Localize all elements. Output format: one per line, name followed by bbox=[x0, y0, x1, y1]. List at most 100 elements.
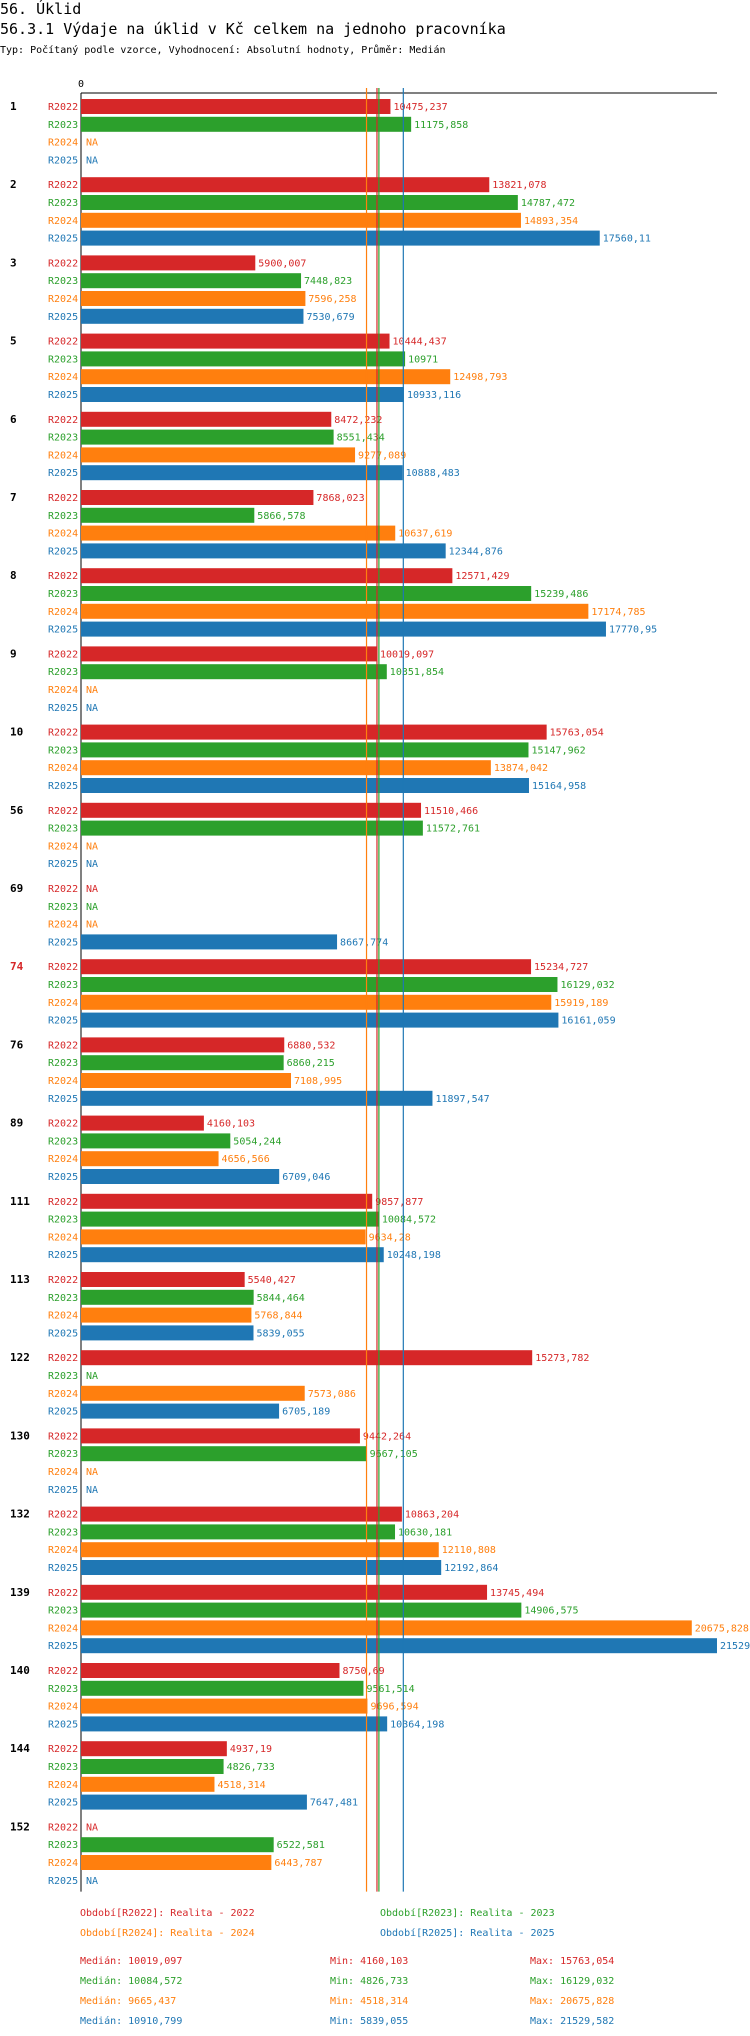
bar-3-R2023 bbox=[81, 273, 302, 289]
value-label-8-R2024: 17174,785 bbox=[591, 607, 645, 618]
value-label-2-R2024: 14893,354 bbox=[524, 216, 578, 227]
bar-7-R2022 bbox=[81, 490, 314, 505]
stat-median-r2024: Medián: 9665,437 bbox=[80, 1996, 177, 2007]
series-label-130-R2024: R2024 bbox=[48, 1467, 78, 1478]
group-label-7: 7 bbox=[10, 491, 17, 504]
value-label-76-R2023: 6860,215 bbox=[287, 1058, 335, 1069]
group-label-10: 10 bbox=[10, 726, 23, 739]
value-label-140-R2025: 10364,198 bbox=[390, 1719, 444, 1730]
series-label-1-R2023: R2023 bbox=[48, 120, 78, 131]
bar-76-R2022 bbox=[81, 1037, 285, 1053]
value-label-74-R2024: 15919,189 bbox=[554, 998, 608, 1009]
stat-max-r2025: Max: 21529,582 bbox=[530, 2016, 615, 2027]
bar-76-R2025 bbox=[81, 1090, 433, 1106]
stat-min-r2024: Min: 4518,314 bbox=[330, 1996, 409, 2007]
value-label-140-R2024: 9696,594 bbox=[370, 1702, 418, 1713]
series-label-7-R2024: R2024 bbox=[48, 529, 78, 540]
series-label-3-R2024: R2024 bbox=[48, 294, 78, 305]
value-label-122-R2022: 15273,782 bbox=[535, 1353, 589, 1364]
series-label-132-R2025: R2025 bbox=[48, 1563, 78, 1574]
bar-10-R2024 bbox=[81, 760, 491, 776]
bar-152-R2024 bbox=[81, 1855, 272, 1870]
stat-median-r2023: Medián: 10084,572 bbox=[80, 1976, 183, 1987]
bar-3-R2025 bbox=[81, 308, 304, 324]
value-label-1-R2023: 11175,858 bbox=[414, 120, 468, 131]
value-label-152-R2022: NA bbox=[86, 1822, 98, 1833]
legend-r2024: Období[R2024]: Realita - 2024 bbox=[80, 1928, 255, 1939]
group-label-111: 111 bbox=[10, 1195, 30, 1208]
value-label-6-R2023: 8551,434 bbox=[337, 433, 385, 444]
value-label-144-R2022: 4937,19 bbox=[230, 1744, 272, 1755]
series-label-89-R2022: R2022 bbox=[48, 1119, 78, 1130]
series-label-7-R2023: R2023 bbox=[48, 511, 78, 522]
series-label-9-R2025: R2025 bbox=[48, 703, 78, 714]
bar-111-R2025 bbox=[81, 1247, 384, 1263]
bar-7-R2024 bbox=[81, 525, 396, 541]
bar-74-R2023 bbox=[81, 977, 558, 992]
series-label-56-R2022: R2022 bbox=[48, 806, 78, 817]
group-label-144: 144 bbox=[10, 1742, 30, 1755]
value-label-3-R2025: 7530,679 bbox=[306, 312, 354, 323]
series-label-3-R2023: R2023 bbox=[48, 276, 78, 287]
bar-56-R2023 bbox=[81, 820, 423, 836]
group-label-140: 140 bbox=[10, 1664, 30, 1677]
value-label-144-R2024: 4518,314 bbox=[217, 1780, 265, 1791]
series-label-9-R2023: R2023 bbox=[48, 667, 78, 678]
bar-152-R2023 bbox=[81, 1837, 274, 1853]
group-label-76: 76 bbox=[10, 1038, 24, 1051]
value-label-132-R2022: 10863,204 bbox=[405, 1510, 459, 1521]
bar-122-R2025 bbox=[81, 1403, 280, 1419]
bar-144-R2024 bbox=[81, 1776, 215, 1792]
bar-111-R2022 bbox=[81, 1193, 373, 1209]
bar-5-R2025 bbox=[81, 387, 404, 402]
series-label-6-R2024: R2024 bbox=[48, 450, 78, 461]
value-label-6-R2025: 10888,483 bbox=[406, 468, 460, 479]
series-label-113-R2025: R2025 bbox=[48, 1328, 78, 1339]
series-label-9-R2024: R2024 bbox=[48, 685, 78, 696]
series-label-113-R2022: R2022 bbox=[48, 1275, 78, 1286]
bar-69-R2025 bbox=[81, 934, 338, 950]
value-label-122-R2023: NA bbox=[86, 1371, 98, 1382]
series-label-1-R2024: R2024 bbox=[48, 138, 78, 149]
series-label-111-R2022: R2022 bbox=[48, 1197, 78, 1208]
series-label-6-R2023: R2023 bbox=[48, 433, 78, 444]
value-label-89-R2023: 5054,244 bbox=[233, 1136, 281, 1147]
series-label-89-R2023: R2023 bbox=[48, 1136, 78, 1147]
series-label-130-R2022: R2022 bbox=[48, 1431, 78, 1442]
value-label-10-R2022: 15763,054 bbox=[550, 728, 604, 739]
value-label-76-R2025: 11897,547 bbox=[435, 1094, 489, 1105]
value-label-10-R2024: 13874,042 bbox=[494, 763, 548, 774]
series-label-2-R2022: R2022 bbox=[48, 180, 78, 191]
bar-76-R2024 bbox=[81, 1073, 292, 1088]
series-label-6-R2022: R2022 bbox=[48, 415, 78, 426]
bar-140-R2023 bbox=[81, 1680, 364, 1696]
value-label-69-R2023: NA bbox=[86, 902, 98, 913]
bar-130-R2023 bbox=[81, 1446, 367, 1462]
series-label-139-R2023: R2023 bbox=[48, 1606, 78, 1617]
group-label-5: 5 bbox=[10, 335, 17, 348]
bar-144-R2023 bbox=[81, 1759, 224, 1774]
series-label-89-R2025: R2025 bbox=[48, 1172, 78, 1183]
series-label-144-R2022: R2022 bbox=[48, 1744, 78, 1755]
value-label-111-R2023: 10084,572 bbox=[382, 1215, 436, 1226]
bar-8-R2023 bbox=[81, 586, 532, 601]
value-label-6-R2022: 8472,232 bbox=[334, 415, 382, 426]
series-label-2-R2023: R2023 bbox=[48, 198, 78, 209]
series-label-111-R2023: R2023 bbox=[48, 1215, 78, 1226]
value-label-6-R2024: 9277,089 bbox=[358, 450, 406, 461]
series-label-113-R2024: R2024 bbox=[48, 1311, 78, 1322]
value-label-152-R2024: 6443,787 bbox=[274, 1858, 322, 1869]
bar-9-R2023 bbox=[81, 664, 387, 680]
value-label-8-R2025: 17770,95 bbox=[609, 625, 657, 636]
group-label-122: 122 bbox=[10, 1351, 30, 1364]
series-label-6-R2025: R2025 bbox=[48, 468, 78, 479]
bar-10-R2022 bbox=[81, 724, 547, 740]
bar-111-R2024 bbox=[81, 1229, 366, 1245]
value-label-7-R2025: 12344,876 bbox=[449, 546, 503, 557]
bar-5-R2022 bbox=[81, 333, 390, 349]
series-label-10-R2022: R2022 bbox=[48, 728, 78, 739]
bar-6-R2023 bbox=[81, 429, 334, 445]
bar-8-R2022 bbox=[81, 568, 453, 584]
value-label-122-R2025: 6705,189 bbox=[282, 1407, 330, 1418]
bar-56-R2022 bbox=[81, 802, 422, 818]
